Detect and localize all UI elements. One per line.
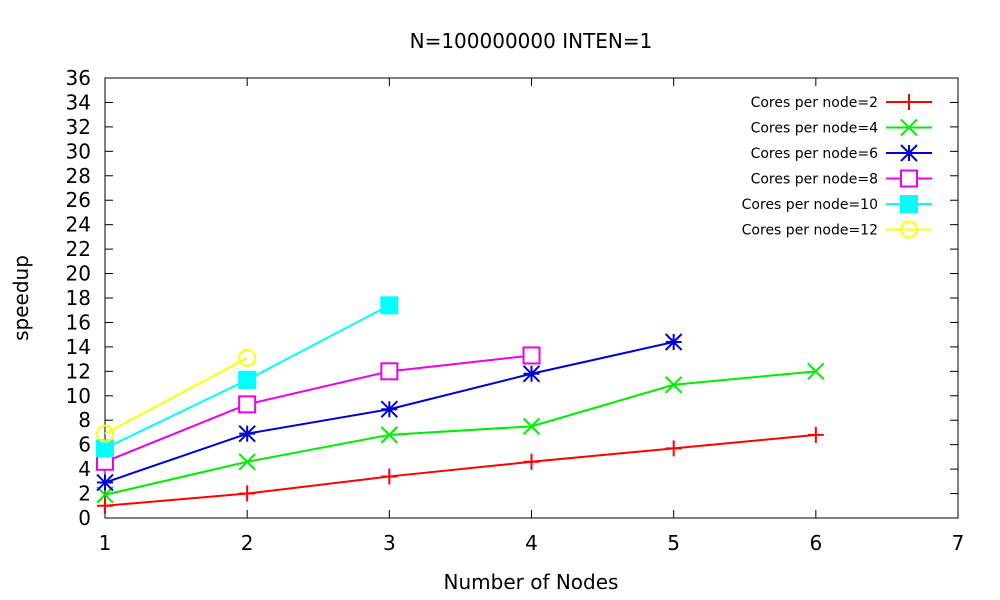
y-tick-label: 2: [78, 482, 91, 506]
data-point: [238, 348, 257, 367]
data-point: [96, 424, 114, 443]
data-point: [381, 468, 398, 485]
data-point: [97, 497, 113, 514]
legend-label: Cores per node=8: [751, 172, 878, 188]
y-tick-label: 30: [66, 139, 91, 163]
y-tick-label: 22: [66, 237, 91, 261]
data-point: [96, 473, 114, 492]
y-tick-label: 32: [66, 115, 91, 139]
x-tick-label: 1: [99, 531, 112, 555]
series-5: [96, 296, 399, 458]
y-tick-label: 4: [78, 457, 91, 481]
data-point: [523, 453, 540, 470]
legend-label: Cores per node=2: [751, 95, 878, 111]
series-line: [104, 433, 816, 507]
x-tick-label: 6: [809, 531, 822, 555]
series-2: [96, 362, 825, 504]
data-point: [238, 395, 257, 414]
y-tick-label: 14: [66, 335, 91, 359]
chart-title: N=100000000 INTEN=1: [410, 29, 653, 53]
series-6: [96, 348, 257, 443]
x-tick-label: 7: [952, 531, 965, 555]
data-point: [522, 365, 541, 383]
series-line: [104, 354, 532, 463]
y-tick-label: 26: [66, 188, 91, 212]
data-point: [522, 417, 541, 436]
y-tick-label: 20: [66, 262, 91, 286]
y-tick-label: 16: [66, 310, 91, 334]
data-point: [96, 486, 114, 504]
data-point: [380, 400, 399, 418]
data-point: [807, 362, 825, 381]
y-tick-label: 10: [66, 384, 91, 408]
legend-marker: [901, 94, 917, 110]
data-point: [380, 426, 399, 444]
legend-entry: Cores per node=6: [751, 144, 932, 162]
y-tick-label: 6: [78, 433, 91, 457]
legend-marker: [900, 144, 918, 162]
series-layer: [96, 296, 825, 514]
series-1: [97, 426, 824, 514]
legend-label: Cores per node=6: [751, 146, 879, 162]
data-point: [380, 296, 399, 315]
y-tick-label: 34: [66, 90, 91, 114]
y-tick-label: 36: [66, 66, 91, 90]
series-4: [96, 346, 541, 471]
legend-label: Cores per node=10: [742, 197, 878, 213]
data-point: [96, 439, 114, 458]
legend-entry: Cores per node=8: [751, 169, 932, 188]
x-tick-label: 4: [525, 531, 538, 555]
data-point: [239, 485, 256, 502]
x-tick-label: 2: [241, 531, 254, 555]
data-point: [238, 453, 256, 471]
legend-marker: [900, 195, 918, 213]
legend-entry: Cores per node=4: [751, 118, 932, 137]
data-point: [664, 376, 683, 394]
y-tick-label: 18: [66, 286, 91, 310]
legend-entry: Cores per node=2: [751, 94, 932, 111]
data-point: [522, 346, 541, 365]
legend: Cores per node=2 Cores per node=4 Cores pe…: [742, 94, 932, 239]
legend-label: Cores per node=4: [751, 121, 879, 137]
y-tick-label: 0: [78, 506, 91, 530]
series-line: [104, 357, 248, 435]
data-point: [807, 426, 824, 443]
x-axis-label: Number of Nodes: [444, 570, 619, 594]
y-tick-label: 24: [66, 213, 91, 237]
legend-marker: [900, 169, 918, 188]
y-tick-label: 8: [78, 408, 91, 432]
plot-frame: [104, 77, 959, 519]
legend-entry: Cores per node=12: [742, 220, 932, 239]
legend-entry: Cores per node=10: [742, 195, 932, 213]
data-point: [238, 370, 257, 389]
y-axis-label: speedup: [9, 255, 33, 341]
data-point: [665, 440, 682, 457]
series-3: [96, 333, 683, 492]
series-line: [104, 370, 816, 496]
data-point: [238, 424, 256, 443]
x-tick-label: 3: [383, 531, 396, 555]
data-point: [380, 362, 399, 381]
x-tick-label: 5: [667, 531, 680, 555]
y-tick-label: 12: [66, 359, 91, 383]
y-tick-label: 28: [66, 164, 91, 188]
legend-marker: [900, 220, 918, 239]
data-point: [664, 333, 683, 351]
legend-marker: [900, 118, 918, 137]
legend-label: Cores per node=12: [742, 223, 878, 239]
